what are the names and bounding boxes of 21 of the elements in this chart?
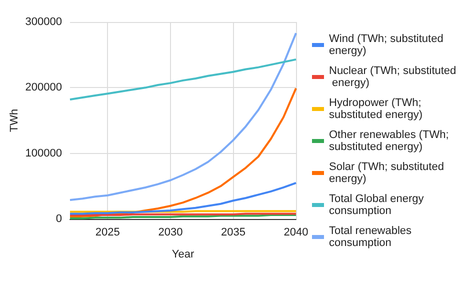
legend-label: Wind (TWh; substituted energy) (329, 33, 446, 57)
legend-label: Total Global energy consumption (329, 193, 427, 217)
line-series (69, 182, 297, 215)
line-series (69, 87, 297, 218)
legend-label: Solar (TWh; substituted energy) (329, 161, 447, 185)
y-tick-label: 300000 (25, 16, 62, 28)
y-axis-title: TWh (8, 108, 20, 132)
x-tick-label: 2030 (158, 226, 183, 238)
y-tick-label: 200000 (25, 82, 62, 94)
x-tick-label: 2035 (220, 226, 246, 238)
x-tick-label: 2025 (95, 226, 120, 238)
x-axis-title: Year (172, 248, 194, 260)
line-series (69, 32, 297, 201)
line-series (69, 58, 297, 100)
legend-label: Total renewables consumption (329, 225, 415, 249)
legend-label: Nuclear (TWh; substituted energy) (329, 65, 456, 89)
legend-label: Hydropower (TWh; substituted energy) (329, 97, 424, 121)
y-tick-label: 0 (56, 213, 62, 225)
x-tick-label: 2040 (284, 226, 308, 238)
legend-label: Other renewables (TWh; substituted energy) (329, 129, 452, 153)
y-tick-label: 100000 (25, 147, 62, 160)
